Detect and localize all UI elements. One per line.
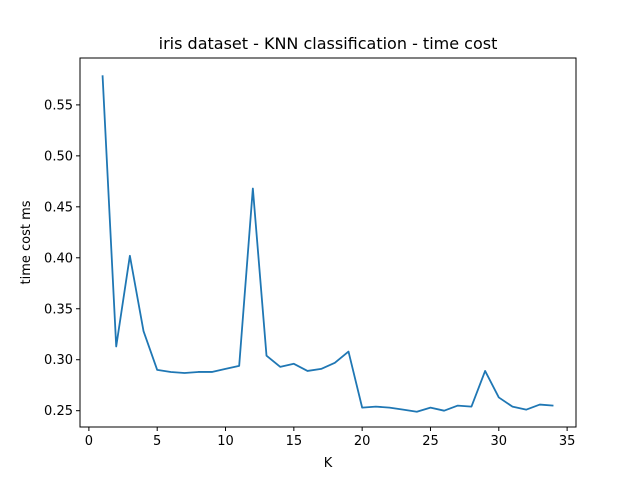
chart-title: iris dataset - KNN classification - time…: [159, 34, 498, 53]
y-tick-label: 0.30: [44, 353, 73, 368]
y-tick-label: 0.45: [44, 200, 73, 215]
ticks: 0 5 10 15 20 25 30 35 0.25 0.30 0.35 0.40 0.45 0.50 0.…: [44, 98, 575, 449]
x-tick-label: 30: [491, 434, 508, 449]
y-axis-label: time cost ms: [19, 200, 34, 284]
plot-frame: [79, 57, 577, 428]
series-line: [101, 75, 554, 413]
series-layer: [101, 75, 554, 413]
y-tick-label: 0.50: [44, 149, 73, 164]
x-tick-label: 5: [153, 434, 161, 449]
y-tick-label: 0.55: [44, 98, 73, 113]
x-tick-label: 15: [286, 434, 303, 449]
y-tick-label: 0.25: [44, 404, 73, 419]
x-tick-label: 35: [559, 434, 576, 449]
x-tick-label: 20: [354, 434, 371, 449]
x-tick-label: 10: [217, 434, 234, 449]
x-axis-label: K: [324, 456, 333, 471]
y-tick-label: 0.40: [44, 251, 73, 266]
y-tick-label: 0.35: [44, 302, 73, 317]
x-tick-label: 25: [422, 434, 439, 449]
x-tick-label: 0: [85, 434, 93, 449]
